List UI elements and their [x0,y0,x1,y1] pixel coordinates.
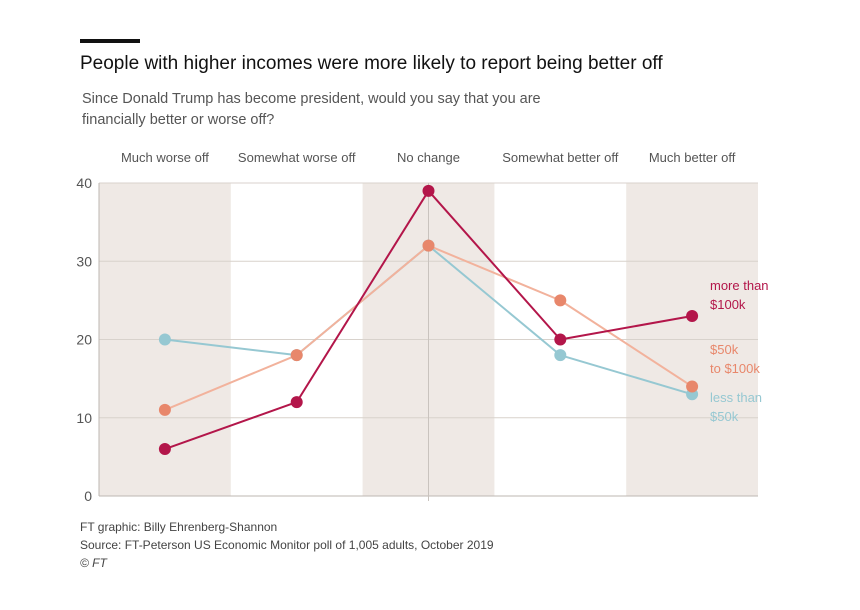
graphic-credit: FT graphic: Billy Ehrenberg-Shannon [80,520,278,534]
chart-title: People with higher incomes were more lik… [80,53,663,74]
series-label: $50k [710,409,739,424]
data-point [554,333,567,346]
y-tick-label: 0 [84,488,92,504]
title-accent-bar [80,39,140,43]
data-point [554,294,567,307]
series-label: $100k [710,297,746,312]
data-point [422,184,435,197]
series-label: less than [710,390,762,405]
data-point [686,310,699,323]
data-point [290,349,303,362]
series-label: $50k [710,342,739,357]
category-label: Somewhat worse off [238,150,356,165]
series-label: to $100k [710,361,760,376]
data-point [422,239,435,252]
y-tick-label: 40 [76,175,92,191]
series-label: more than [710,278,769,293]
data-point [686,380,699,393]
data-point [290,396,303,409]
data-point [158,403,171,416]
copyright: © FT [80,556,107,570]
y-tick-label: 20 [76,332,92,348]
category-label: Much worse off [121,150,209,165]
source-note: Source: FT-Peterson US Economic Monitor … [80,538,494,552]
data-point [158,333,171,346]
y-tick-label: 30 [76,253,92,269]
y-tick-label: 10 [76,410,92,426]
category-label: Much better off [649,150,736,165]
data-point [554,349,567,362]
category-label: No change [397,150,460,165]
data-point [158,443,171,456]
category-label: Somewhat better off [502,150,618,165]
chart-subtitle: Since Donald Trump has become president,… [82,91,541,128]
